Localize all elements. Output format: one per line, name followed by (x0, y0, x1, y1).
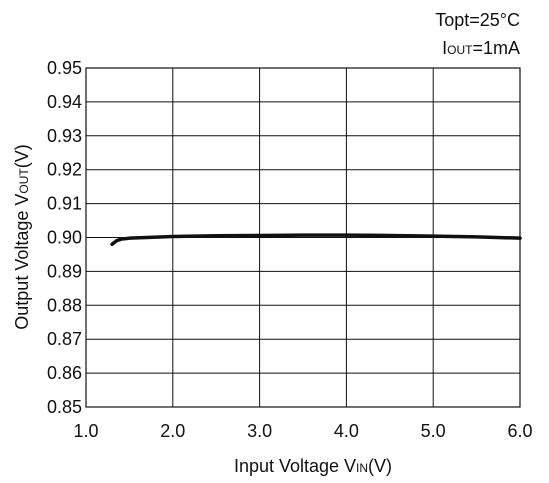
condition-temperature: Topt=25°C (435, 10, 520, 30)
x-tick-labels: 1.0 2.0 3.0 4.0 5.0 6.0 (73, 421, 532, 441)
y-tick-label: 0.91 (47, 194, 82, 214)
y-axis-title-sub: OUT (17, 168, 31, 194)
y-tick-label: 0.85 (47, 397, 82, 417)
x-tick-label: 6.0 (507, 421, 532, 441)
condition-current-rest: =1mA (472, 38, 520, 58)
x-tick-label: 2.0 (160, 421, 185, 441)
y-axis-title-rest: (V) (12, 144, 32, 168)
x-tick-label: 1.0 (73, 421, 98, 441)
y-axis-title-main: Output Voltage V (12, 194, 32, 330)
y-tick-label: 0.86 (47, 363, 82, 383)
x-axis-title-main: Input Voltage V (234, 456, 356, 476)
y-tick-label: 0.88 (47, 295, 82, 315)
plot-frame (85, 67, 521, 408)
y-tick-label: 0.93 (47, 126, 82, 146)
x-axis-title-sub: IN (356, 461, 368, 475)
y-tick-label: 0.94 (47, 92, 82, 112)
x-axis-title-rest: (V) (368, 456, 392, 476)
series-layer (110, 233, 522, 247)
y-tick-label: 0.89 (47, 261, 82, 281)
condition-current-sub: OUT (447, 43, 473, 57)
y-tick-label: 0.95 (47, 58, 82, 78)
x-tick-label: 5.0 (421, 421, 446, 441)
condition-current: IOUT=1mA (442, 38, 520, 58)
x-axis-title: Input Voltage VIN(V) (234, 456, 392, 476)
series-line-0 (110, 233, 522, 247)
condition-current-main: I (442, 38, 447, 58)
y-tick-label: 0.87 (47, 329, 82, 349)
y-tick-labels: 0.85 0.86 0.87 0.88 0.89 0.90 0.91 0.92 0.93 0.94… (47, 58, 82, 417)
y-tick-label: 0.92 (47, 160, 82, 180)
y-tick-label: 0.90 (47, 228, 82, 248)
y-axis-title: Output Voltage VOUT(V) (12, 144, 32, 329)
x-tick-label: 3.0 (247, 421, 272, 441)
x-tick-label: 4.0 (334, 421, 359, 441)
